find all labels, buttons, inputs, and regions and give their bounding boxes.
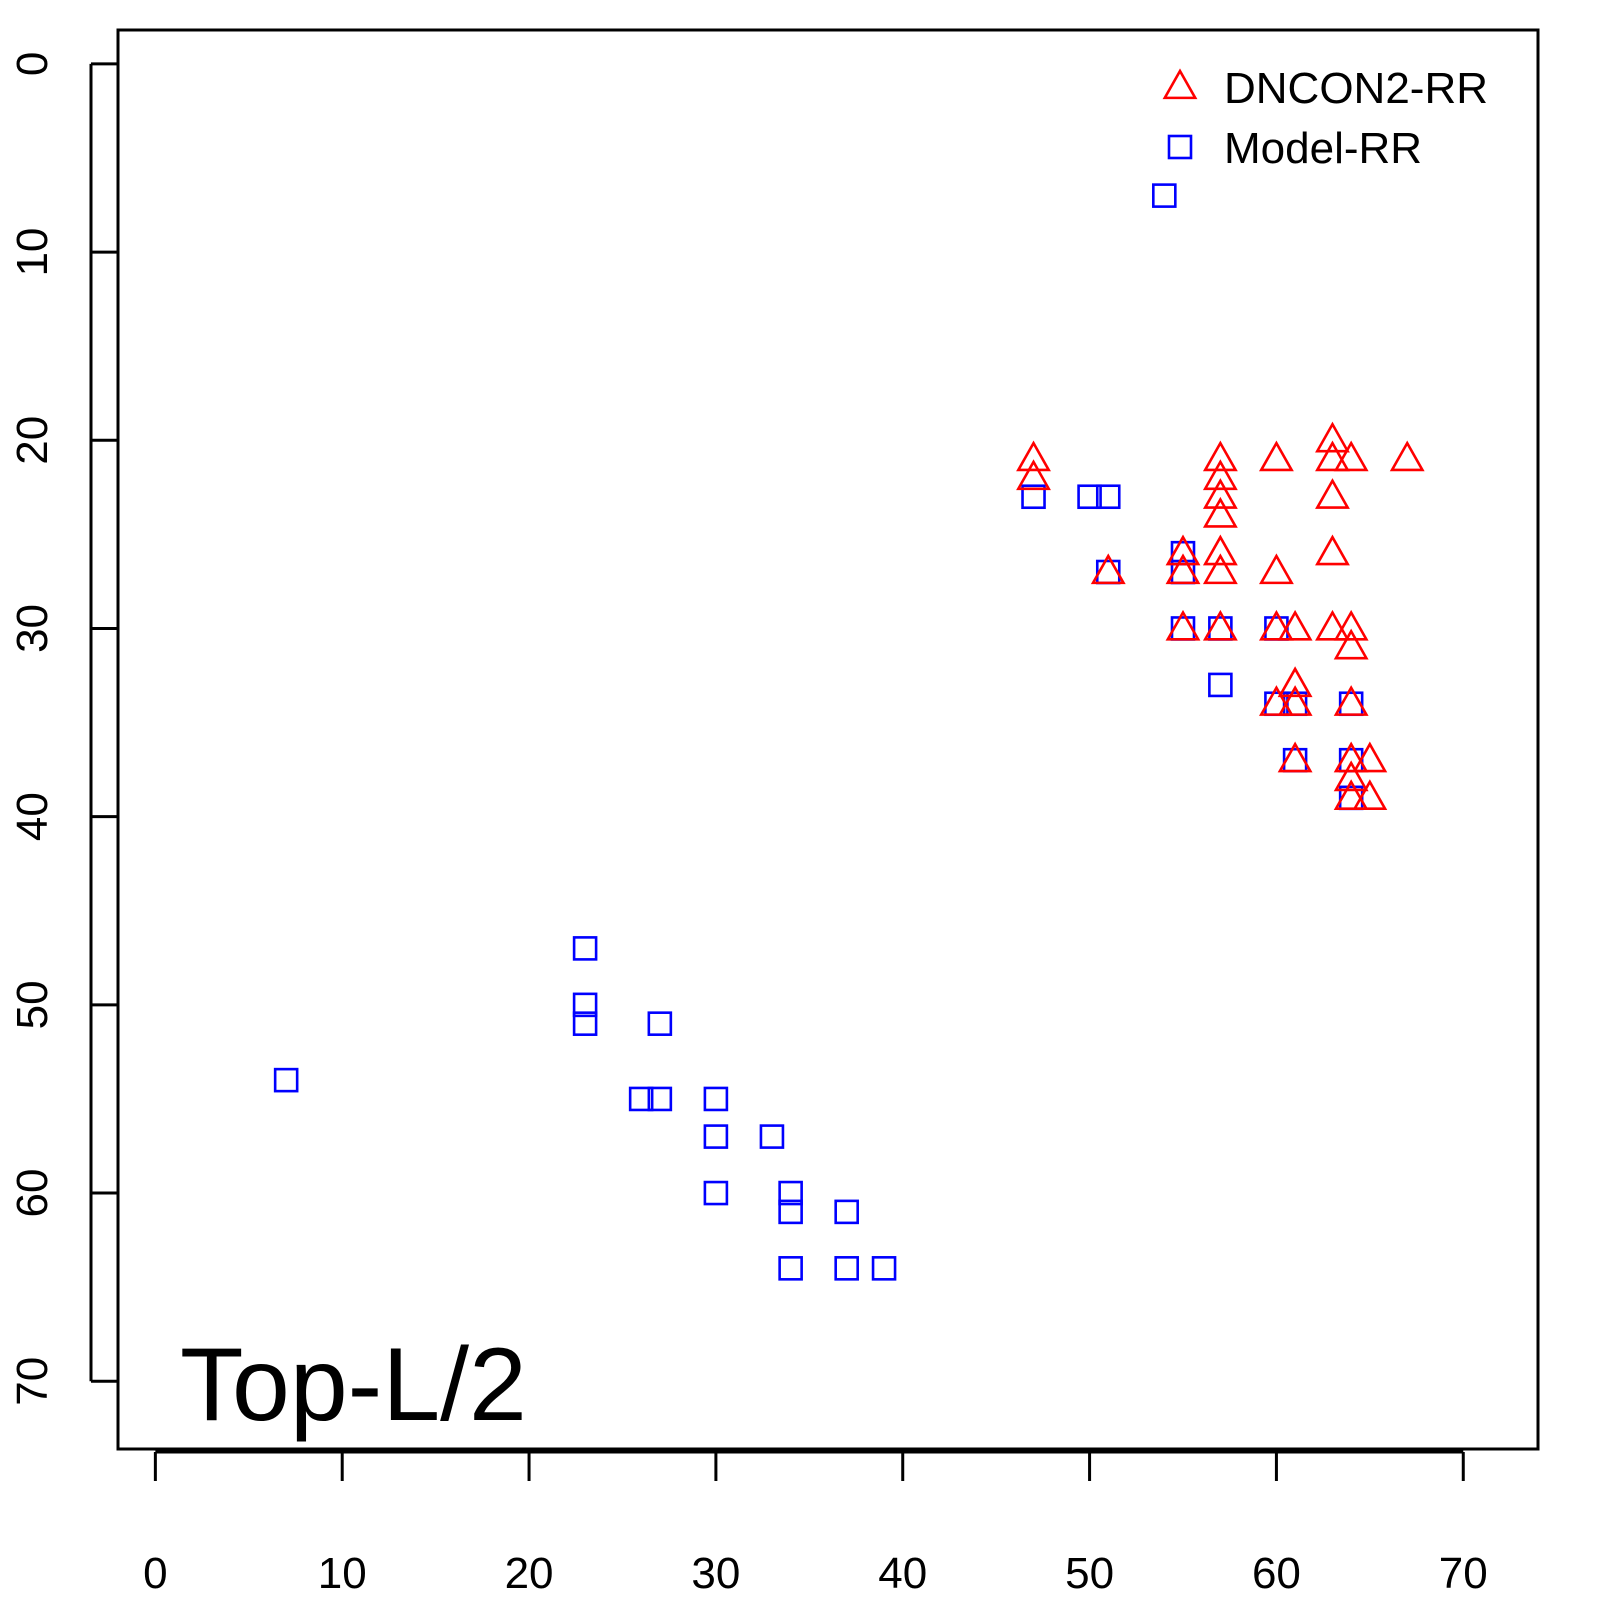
triangle-point: [1352, 741, 1388, 773]
square-point: [273, 1067, 299, 1093]
triangle-point: [1258, 609, 1294, 641]
square-point: [834, 1199, 859, 1225]
triangle-point: [1389, 440, 1425, 472]
triangle-point: [1202, 440, 1238, 472]
square-point: [703, 1180, 729, 1206]
triangle-point: [1333, 760, 1369, 792]
square-point: [1095, 484, 1121, 510]
square-point: [572, 992, 598, 1018]
legend-label: DNCON2-RR: [1224, 64, 1488, 113]
triangle-point: [1315, 440, 1350, 472]
square-point: [1077, 484, 1102, 510]
triangle-point: [1016, 440, 1051, 472]
square-point: [703, 1124, 729, 1149]
x-tick-label: 0: [143, 1549, 167, 1598]
y-tick-label: 30: [8, 604, 57, 653]
legend-item: Model-RR: [1167, 124, 1422, 173]
x-tick-label: 60: [1252, 1549, 1301, 1598]
triangle-point: [1165, 609, 1201, 641]
x-tick-label: 10: [318, 1549, 367, 1598]
triangle-point: [1277, 609, 1313, 641]
triangle-point: [1165, 553, 1201, 585]
square-point: [759, 1124, 785, 1149]
square-point: [1152, 183, 1177, 208]
triangle-point: [1277, 741, 1313, 773]
triangle-point: [1315, 478, 1350, 509]
series-model-rr: [273, 183, 1364, 1281]
triangle-point: [1333, 741, 1369, 773]
square-point: [834, 1256, 859, 1281]
y-axis: 0 10 20 30 40 50 60 70: [8, 52, 118, 1406]
triangle-point: [1333, 779, 1369, 811]
triangle-point: [1333, 609, 1369, 641]
square-point: [1021, 484, 1046, 510]
triangle-point: [1202, 553, 1238, 585]
y-tick-label: 0: [8, 52, 57, 76]
legend-triangle-marker: [1162, 68, 1198, 100]
triangle-point: [1333, 440, 1369, 472]
legend-label: Model-RR: [1224, 124, 1422, 173]
x-tick-label: 30: [691, 1549, 740, 1598]
square-point: [647, 1011, 673, 1036]
series-dncon2-rr: [1016, 421, 1425, 811]
plot-frame: [116, 28, 1540, 1451]
y-tick-label: 70: [8, 1357, 57, 1406]
square-point: [628, 1086, 654, 1112]
triangle-point: [1202, 609, 1238, 641]
legend-item: DNCON2-RR: [1162, 64, 1488, 113]
y-tick-label: 50: [8, 980, 57, 1029]
triangle-point: [1315, 421, 1350, 453]
triangle-point: [1352, 779, 1388, 811]
x-tick-label: 50: [1065, 1549, 1114, 1598]
x-tick-label: 70: [1439, 1549, 1488, 1598]
triangle-point: [1277, 685, 1313, 716]
x-tick-label: 20: [505, 1549, 554, 1598]
square-point: [703, 1086, 729, 1112]
triangle-point: [1202, 496, 1238, 528]
y-tick-label: 40: [8, 792, 57, 841]
triangle-point: [1258, 685, 1294, 716]
triangle-point: [1202, 534, 1238, 566]
legend: DNCON2-RR Model-RR: [1162, 64, 1488, 173]
triangle-point: [1258, 440, 1294, 472]
triangle-point: [1258, 553, 1294, 585]
square-point: [572, 1011, 598, 1036]
triangle-point: [1202, 459, 1238, 491]
x-axis: 0 10 20 30 40 50 60 70: [143, 1450, 1488, 1598]
triangle-point: [1315, 534, 1350, 566]
x-tick-label: 40: [878, 1549, 927, 1598]
square-point: [778, 1180, 803, 1206]
square-point: [778, 1199, 803, 1225]
triangle-point: [1202, 478, 1238, 509]
triangle-point: [1016, 459, 1051, 491]
square-point: [572, 936, 598, 961]
triangle-point: [1315, 609, 1350, 641]
legend-square-marker: [1167, 134, 1193, 160]
triangle-point: [1333, 685, 1369, 716]
triangle-point: [1165, 534, 1201, 566]
triangle-point: [1277, 666, 1313, 698]
y-tick-label: 10: [8, 228, 57, 277]
y-tick-label: 60: [8, 1169, 57, 1218]
square-point: [1208, 672, 1233, 698]
y-tick-label: 20: [8, 416, 57, 465]
square-point: [778, 1256, 803, 1281]
square-point: [871, 1256, 897, 1281]
triangle-point: [1333, 628, 1369, 660]
panel-label: Top-L/2: [180, 1327, 527, 1443]
data-points: [273, 183, 1425, 1281]
triangle-point: [1090, 553, 1126, 585]
square-point: [647, 1086, 673, 1112]
